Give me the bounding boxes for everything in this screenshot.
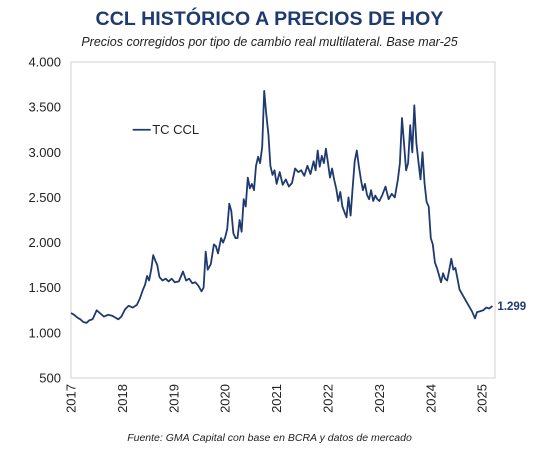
x-tick-label: 2020 xyxy=(218,384,233,413)
chart-subtitle: Precios corregidos por tipo de cambio re… xyxy=(81,35,458,49)
y-tick-label: 4.000 xyxy=(28,55,61,70)
y-tick-label: 500 xyxy=(39,371,61,386)
x-tick-label: 2018 xyxy=(115,384,130,413)
plot-frame xyxy=(70,61,496,379)
y-tick-label: 1.500 xyxy=(28,280,61,295)
y-tick-label: 3.000 xyxy=(28,145,61,160)
x-tick-label: 2017 xyxy=(64,384,79,413)
x-tick-label: 2025 xyxy=(475,384,490,413)
legend-label: TC CCL xyxy=(152,122,199,137)
x-tick-label: 2022 xyxy=(320,384,335,413)
y-tick-label: 2.500 xyxy=(28,190,61,205)
chart-title: CCL HISTÓRICO A PRECIOS DE HOY xyxy=(95,8,444,30)
y-tick-label: 1.000 xyxy=(28,325,61,340)
chart-axes: 500 1.000 1.500 2.000 2.500 3.000 3.500 4.000 20… xyxy=(28,55,496,413)
y-tick-label: 2.000 xyxy=(28,235,61,250)
y-tick-label: 3.500 xyxy=(28,100,61,115)
chart-source: Fuente: GMA Capital con base en BCRA y d… xyxy=(127,432,412,444)
last-value-label: 1.299 xyxy=(497,301,526,313)
chart-marks: TC CCL 1.299 xyxy=(70,90,526,324)
x-tick-label: 2023 xyxy=(372,384,387,413)
series-line-tc-ccl xyxy=(70,90,493,324)
x-tick-label: 2021 xyxy=(269,384,284,413)
x-tick-label: 2024 xyxy=(423,384,438,413)
x-tick-label: 2019 xyxy=(166,384,181,413)
